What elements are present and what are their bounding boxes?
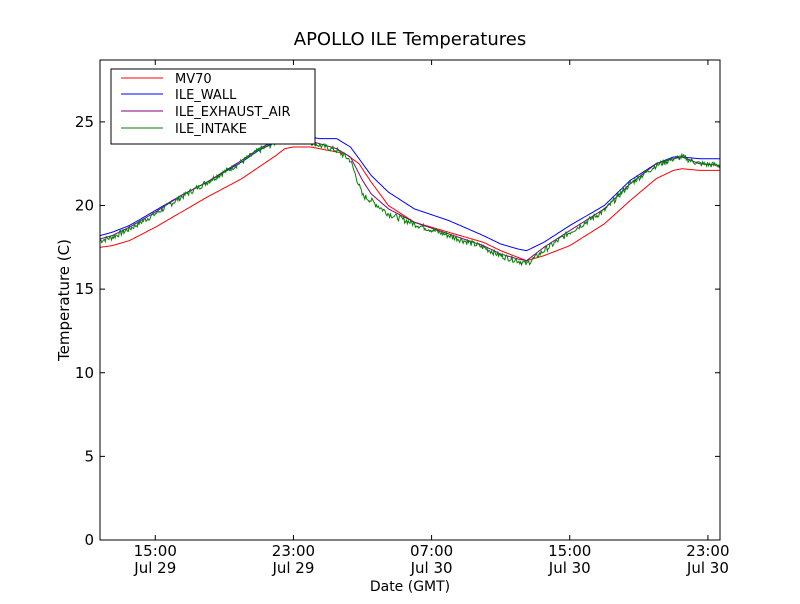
legend-label-ile-exhaust-air: ILE_EXHAUST_AIR xyxy=(175,105,291,120)
y-tick-label: 20 xyxy=(75,197,94,215)
x-tick-label-time: 23:00 xyxy=(686,542,729,560)
legend: MV70 ILE_WALL ILE_EXHAUST_AIR ILE_INTAKE xyxy=(110,68,316,145)
chart-title: APOLLO ILE Temperatures xyxy=(294,29,526,50)
legend-box xyxy=(110,68,316,145)
series-layer xyxy=(99,133,721,267)
x-tick-label-time: 07:00 xyxy=(410,542,453,560)
series-line-ile-intake xyxy=(99,133,721,267)
x-axis-label: Date (GMT) xyxy=(370,579,450,595)
y-tick-label: 15 xyxy=(75,280,94,298)
x-tick-label-date: Jul 30 xyxy=(548,559,591,577)
x-tick-label-time: 15:00 xyxy=(134,542,177,560)
y-tick-label: 5 xyxy=(84,447,94,465)
x-tick-label-date: Jul 30 xyxy=(410,559,453,577)
x-tick-label-time: 23:00 xyxy=(272,542,315,560)
x-tick-label-date: Jul 29 xyxy=(271,559,314,577)
y-tick-label: 25 xyxy=(75,113,94,131)
series-line-mv70 xyxy=(99,146,720,262)
x-tick-label-date: Jul 30 xyxy=(686,559,729,577)
y-axis-label: Temperature (C) xyxy=(55,239,73,362)
y-tick-label: 0 xyxy=(84,531,94,549)
legend-label-ile-wall: ILE_WALL xyxy=(175,88,237,103)
legend-label-mv70: MV70 xyxy=(175,72,212,87)
y-tick-label: 10 xyxy=(75,364,94,382)
x-tick-label-date: Jul 29 xyxy=(133,559,176,577)
series-line-ile-exhaust-air xyxy=(99,136,721,262)
plot-frame xyxy=(99,59,721,541)
legend-label-ile-intake: ILE_INTAKE xyxy=(175,122,247,137)
x-tick-label-time: 15:00 xyxy=(548,542,591,560)
